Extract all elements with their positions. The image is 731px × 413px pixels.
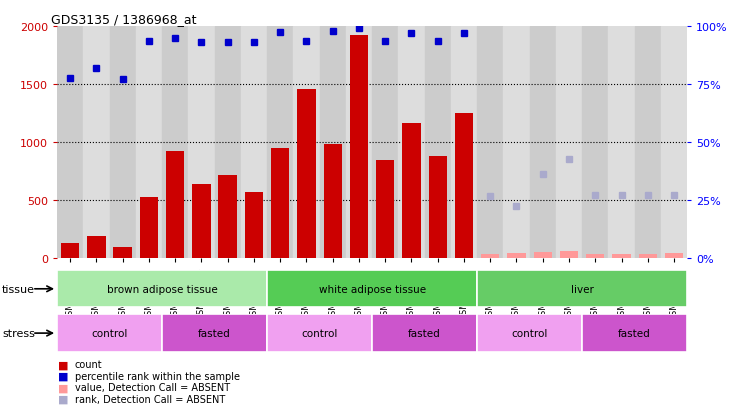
Bar xyxy=(507,254,526,258)
Bar xyxy=(271,148,289,258)
Bar xyxy=(477,271,687,308)
Bar xyxy=(240,27,267,258)
Bar xyxy=(189,27,214,258)
Text: ■: ■ xyxy=(58,359,69,369)
Bar xyxy=(635,27,661,258)
Bar xyxy=(534,252,552,258)
Bar xyxy=(346,27,372,258)
Bar xyxy=(87,236,105,258)
Text: ■: ■ xyxy=(58,382,69,392)
Bar xyxy=(613,255,631,258)
Bar xyxy=(57,27,83,258)
Bar xyxy=(219,176,237,258)
Bar xyxy=(166,152,184,258)
Bar xyxy=(324,145,342,258)
Text: control: control xyxy=(512,328,548,338)
Text: fasted: fasted xyxy=(618,328,651,338)
Text: liver: liver xyxy=(571,284,594,294)
Bar xyxy=(214,27,240,258)
Text: stress: stress xyxy=(2,328,35,338)
Text: control: control xyxy=(301,328,338,338)
Bar xyxy=(504,27,529,258)
Bar xyxy=(372,27,398,258)
Bar xyxy=(664,254,683,258)
Bar xyxy=(586,255,605,258)
Bar xyxy=(267,27,293,258)
Bar xyxy=(162,315,267,352)
Bar xyxy=(267,271,477,308)
Bar xyxy=(192,184,211,258)
Bar xyxy=(267,315,372,352)
Bar xyxy=(372,315,477,352)
Text: white adipose tissue: white adipose tissue xyxy=(319,284,425,294)
Text: control: control xyxy=(91,328,128,338)
Bar xyxy=(529,27,556,258)
Bar xyxy=(428,157,447,258)
Bar xyxy=(245,192,263,258)
Bar xyxy=(398,27,425,258)
Text: count: count xyxy=(75,359,102,369)
Bar xyxy=(57,315,162,352)
Text: rank, Detection Call = ABSENT: rank, Detection Call = ABSENT xyxy=(75,394,225,404)
Text: ■: ■ xyxy=(58,394,69,404)
Text: tissue: tissue xyxy=(2,284,35,294)
Bar xyxy=(455,114,473,258)
Bar xyxy=(582,315,687,352)
Bar xyxy=(110,27,136,258)
Bar xyxy=(83,27,110,258)
Text: fasted: fasted xyxy=(408,328,441,338)
Bar xyxy=(57,271,267,308)
Bar xyxy=(113,248,132,258)
Bar xyxy=(349,36,368,258)
Bar xyxy=(136,27,162,258)
Bar xyxy=(140,198,158,258)
Bar xyxy=(477,315,582,352)
Text: percentile rank within the sample: percentile rank within the sample xyxy=(75,371,240,381)
Bar xyxy=(298,89,316,258)
Bar xyxy=(162,27,189,258)
Bar xyxy=(608,27,635,258)
Bar xyxy=(425,27,451,258)
Bar xyxy=(481,255,499,258)
Text: fasted: fasted xyxy=(198,328,231,338)
Bar xyxy=(293,27,319,258)
Bar xyxy=(556,27,582,258)
Bar xyxy=(376,161,395,258)
Bar xyxy=(560,251,578,258)
Bar xyxy=(477,27,504,258)
Bar xyxy=(639,255,657,258)
Bar xyxy=(582,27,608,258)
Bar xyxy=(451,27,477,258)
Text: GDS3135 / 1386968_at: GDS3135 / 1386968_at xyxy=(50,13,196,26)
Bar xyxy=(61,243,80,258)
Text: ■: ■ xyxy=(58,371,69,381)
Bar xyxy=(661,27,687,258)
Bar xyxy=(402,124,420,258)
Text: value, Detection Call = ABSENT: value, Detection Call = ABSENT xyxy=(75,382,230,392)
Bar xyxy=(319,27,346,258)
Text: brown adipose tissue: brown adipose tissue xyxy=(107,284,217,294)
